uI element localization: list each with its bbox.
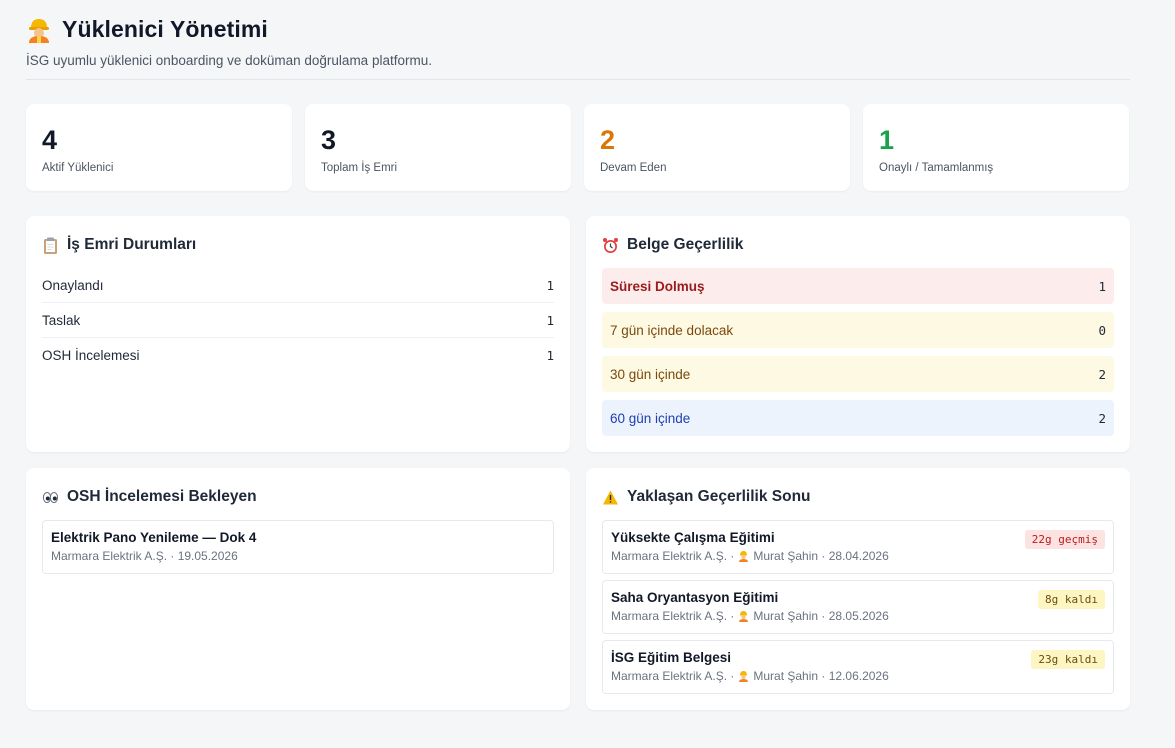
item-company: Marmara Elektrik A.Ş. · xyxy=(611,669,735,683)
status-count: 1 xyxy=(546,277,554,293)
work-order-status-card: İş Emri Durumları Onaylandı 1 Taslak 1 O… xyxy=(26,216,570,452)
stat-value: 2 xyxy=(600,125,616,155)
item-person: Murat Şahin · 12.06.2026 xyxy=(753,669,889,683)
card-title-text: OSH İncelemesi Bekleyen xyxy=(67,488,257,505)
construction-worker-icon xyxy=(29,19,49,43)
validity-row-60-days[interactable]: 60 gün içinde 2 xyxy=(602,400,1114,436)
stat-value: 1 xyxy=(879,125,895,155)
warning-icon xyxy=(603,490,618,504)
upcoming-expiry-card: Yaklaşan Geçerlilik Sonu Yüksekte Çalışm… xyxy=(586,468,1130,710)
construction-worker-icon xyxy=(739,611,749,622)
stat-card-active-contractors: 4 Aktif Yüklenici xyxy=(26,104,292,191)
card-title-text: İş Emri Durumları xyxy=(67,236,197,253)
validity-count: 1 xyxy=(1098,278,1106,294)
list-item[interactable]: İSG Eğitim Belgesi Marmara Elektrik A.Ş.… xyxy=(602,640,1114,694)
stat-label: Toplam İş Emri xyxy=(321,162,398,174)
validity-row-expired[interactable]: Süresi Dolmuş 1 xyxy=(602,268,1114,304)
validity-row-30-days[interactable]: 30 gün içinde 2 xyxy=(602,356,1114,392)
construction-worker-icon xyxy=(739,671,749,682)
stats-row: 4 Aktif Yüklenici 3 Toplam İş Emri 2 Dev… xyxy=(26,104,1130,191)
eyes-icon xyxy=(42,491,59,503)
item-title: İSG Eğitim Belgesi xyxy=(611,650,732,665)
stat-card-approved: 1 Onaylı / Tamamlanmış xyxy=(863,104,1129,191)
card-title-text: Belge Geçerlilik xyxy=(627,236,744,253)
list-item[interactable]: Saha Oryantasyon Eğitimi Marmara Elektri… xyxy=(602,580,1114,634)
item-company: Marmara Elektrik A.Ş. · xyxy=(611,609,735,623)
item-meta-text: Marmara Elektrik A.Ş. · 19.05.2026 xyxy=(51,549,238,563)
validity-count: 2 xyxy=(1098,366,1106,382)
osh-list: Elektrik Pano Yenileme — Dok 4 Marmara E… xyxy=(42,520,554,574)
list-item: OSH İncelemesi 1 xyxy=(42,338,554,373)
status-badge: 23g kaldı xyxy=(1031,650,1105,669)
card-title: İş Emri Durumları xyxy=(42,234,554,256)
stat-label: Aktif Yüklenici xyxy=(42,162,114,174)
validity-label: 30 gün içinde xyxy=(610,366,691,382)
validity-row-7-days[interactable]: 7 gün içinde dolacak 0 xyxy=(602,312,1114,348)
validity-count: 0 xyxy=(1098,322,1106,338)
document-validity-card: Belge Geçerlilik Süresi Dolmuş 1 7 gün i… xyxy=(586,216,1130,452)
status-list: Onaylandı 1 Taslak 1 OSH İncelemesi 1 xyxy=(42,268,554,373)
item-company: Marmara Elektrik A.Ş. · xyxy=(611,549,735,563)
status-label: OSH İncelemesi xyxy=(42,348,140,363)
stat-card-total-work-orders: 3 Toplam İş Emri xyxy=(305,104,571,191)
card-title: Belge Geçerlilik xyxy=(602,234,1114,256)
list-item[interactable]: Elektrik Pano Yenileme — Dok 4 Marmara E… xyxy=(42,520,554,574)
clipboard-icon xyxy=(44,237,57,254)
list-item[interactable]: Yüksekte Çalışma Eğitimi Marmara Elektri… xyxy=(602,520,1114,574)
item-meta: Marmara Elektrik A.Ş. · Murat Şahin · 28… xyxy=(611,549,1105,563)
status-count: 1 xyxy=(546,348,554,363)
stat-label: Devam Eden xyxy=(600,162,667,174)
item-person: Murat Şahin · 28.04.2026 xyxy=(753,549,889,563)
validity-label: Süresi Dolmuş xyxy=(610,278,705,294)
expiring-list: Yüksekte Çalışma Eğitimi Marmara Elektri… xyxy=(602,520,1114,694)
title-row: Yüklenici Yönetimi xyxy=(26,14,1130,44)
card-title: OSH İncelemesi Bekleyen xyxy=(42,486,554,508)
status-label: Taslak xyxy=(42,312,81,328)
validity-count: 2 xyxy=(1098,410,1106,426)
validity-label: 60 gün içinde xyxy=(610,410,691,426)
list-item: Taslak 1 xyxy=(42,303,554,338)
status-count: 1 xyxy=(546,312,554,328)
page-subtitle: İSG uyumlu yüklenici onboarding ve doküm… xyxy=(26,53,432,68)
status-label: Onaylandı xyxy=(42,277,104,293)
stat-value: 3 xyxy=(321,125,337,155)
construction-worker-icon xyxy=(739,551,749,562)
item-title: Yüksekte Çalışma Eğitimi xyxy=(611,530,775,545)
card-title-text: Yaklaşan Geçerlilik Sonu xyxy=(627,488,811,505)
osh-pending-card: OSH İncelemesi Bekleyen Elektrik Pano Ye… xyxy=(26,468,570,710)
item-title: Saha Oryantasyon Eğitimi xyxy=(611,590,779,605)
stat-card-in-progress: 2 Devam Eden xyxy=(584,104,850,191)
stat-label: Onaylı / Tamamlanmış xyxy=(879,162,994,174)
validity-label: 7 gün içinde dolacak xyxy=(610,322,734,338)
item-person: Murat Şahin · 28.05.2026 xyxy=(753,609,889,623)
item-meta: Marmara Elektrik A.Ş. · Murat Şahin · 12… xyxy=(611,669,1105,683)
list-item: Onaylandı 1 xyxy=(42,268,554,303)
status-badge: 8g kaldı xyxy=(1038,590,1105,609)
item-meta: Marmara Elektrik A.Ş. · 19.05.2026 xyxy=(51,549,545,563)
item-meta: Marmara Elektrik A.Ş. · Murat Şahin · 28… xyxy=(611,609,1105,623)
page-header: Yüklenici Yönetimi İSG uyumlu yüklenici … xyxy=(26,0,1130,80)
card-title: Yaklaşan Geçerlilik Sonu xyxy=(602,486,1114,508)
stat-value: 4 xyxy=(42,125,58,155)
alarm-clock-icon xyxy=(603,237,618,253)
page-title: Yüklenici Yönetimi xyxy=(62,15,268,42)
status-badge: 22g geçmiş xyxy=(1024,530,1105,549)
item-title: Elektrik Pano Yenileme — Dok 4 xyxy=(51,530,257,545)
validity-list: Süresi Dolmuş 1 7 gün içinde dolacak 0 3… xyxy=(602,268,1114,436)
